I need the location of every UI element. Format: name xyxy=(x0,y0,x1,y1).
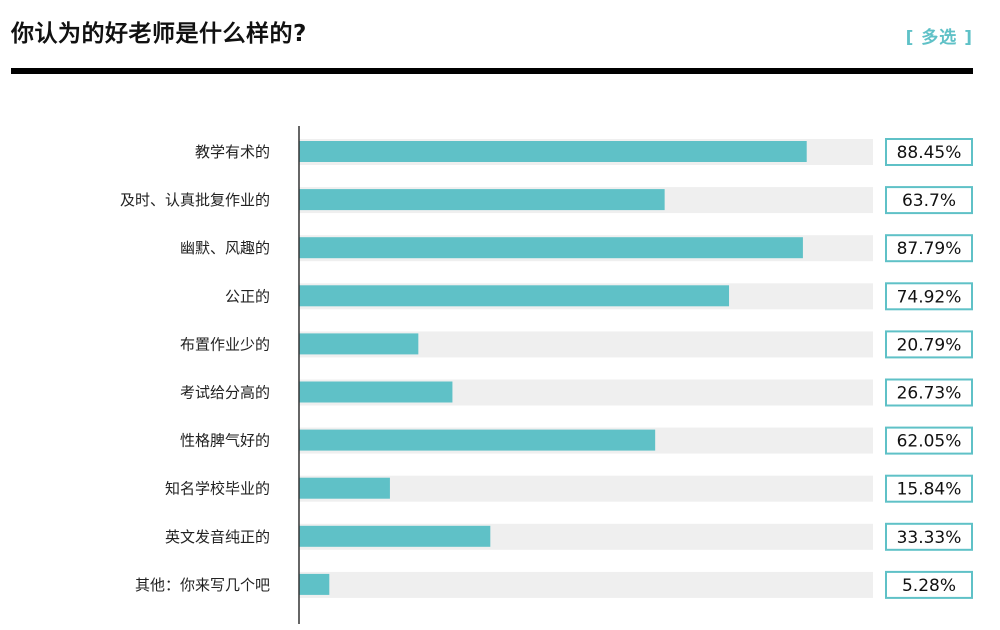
bar xyxy=(299,333,419,355)
multi-select-tag: [ 多选 ] xyxy=(905,28,973,48)
value-label: 15.84% xyxy=(897,480,962,500)
value-label: 63.7% xyxy=(902,191,956,211)
value-box xyxy=(885,186,973,215)
bar xyxy=(299,525,491,547)
header-divider xyxy=(11,68,973,74)
bar xyxy=(299,237,803,259)
value-label: 33.33% xyxy=(897,528,962,548)
category-label: 考试给分高的 xyxy=(180,384,270,402)
bar xyxy=(299,141,807,162)
value-box xyxy=(885,378,973,407)
value-label: 88.45% xyxy=(897,143,962,163)
value-label: 87.79% xyxy=(897,239,962,259)
category-label: 英文发音纯正的 xyxy=(165,528,270,546)
value-box xyxy=(885,234,973,263)
bar xyxy=(299,477,390,499)
category-label: 幽默、风趣的 xyxy=(180,239,270,257)
category-label: 教学有术的 xyxy=(195,143,270,161)
page-title: 你认为的好老师是什么样的? xyxy=(11,21,307,47)
value-box xyxy=(885,426,973,455)
value-box xyxy=(885,282,973,311)
bar xyxy=(299,189,665,211)
value-label: 5.28% xyxy=(902,576,956,596)
category-label: 及时、认真批复作业的 xyxy=(120,191,270,209)
category-label: 其他：你来写几个吧 xyxy=(135,576,270,594)
value-label: 26.73% xyxy=(897,384,962,404)
bar-track xyxy=(299,571,873,598)
bar xyxy=(299,381,453,403)
category-label: 布置作业少的 xyxy=(180,335,270,353)
value-label: 74.92% xyxy=(897,287,962,307)
bar-track xyxy=(299,475,873,502)
value-label: 62.05% xyxy=(897,432,962,452)
bar xyxy=(299,285,730,307)
bar xyxy=(299,573,330,595)
category-label: 公正的 xyxy=(225,287,270,305)
category-label: 性格脾气好的 xyxy=(180,432,270,450)
value-box xyxy=(885,474,973,503)
category-label: 知名学校毕业的 xyxy=(165,480,270,498)
value-box xyxy=(885,138,973,166)
value-box xyxy=(885,330,973,359)
value-label: 20.79% xyxy=(897,335,962,355)
bar xyxy=(299,429,656,451)
value-box xyxy=(885,522,973,551)
value-box xyxy=(885,570,973,599)
